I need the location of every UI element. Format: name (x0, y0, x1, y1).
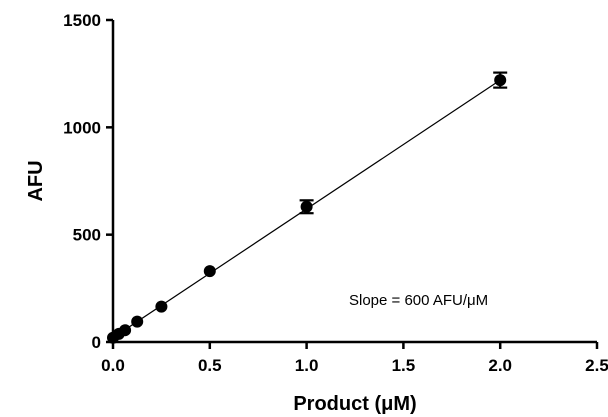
x-tick-label: 2.5 (585, 356, 608, 375)
y-ticks: 0 500 1000 1500 (63, 11, 113, 352)
x-tick-label: 2.0 (488, 356, 512, 375)
x-tick-label: 1.0 (295, 356, 319, 375)
data-point (494, 74, 507, 87)
data-point (203, 265, 216, 278)
data-point (155, 300, 168, 313)
y-tick-label: 500 (73, 226, 101, 245)
y-tick-label: 1500 (63, 11, 101, 30)
data-point (119, 324, 132, 337)
x-axis-title: Product (μM) (293, 393, 416, 415)
data-point (300, 200, 313, 213)
x-tick-label: 0.0 (101, 356, 125, 375)
x-tick-label: 1.5 (392, 356, 416, 375)
x-ticks: 0.0 0.5 1.0 1.5 2.0 2.5 (101, 342, 608, 375)
data-point (131, 315, 144, 328)
data-points-layer (107, 71, 508, 344)
x-tick-label: 0.5 (198, 356, 222, 375)
y-axis-title: AFU (25, 160, 47, 201)
slope-annotation: Slope = 600 AFU/μM (349, 292, 488, 309)
y-tick-label: 1000 (63, 118, 101, 137)
y-tick-label: 0 (92, 333, 101, 352)
